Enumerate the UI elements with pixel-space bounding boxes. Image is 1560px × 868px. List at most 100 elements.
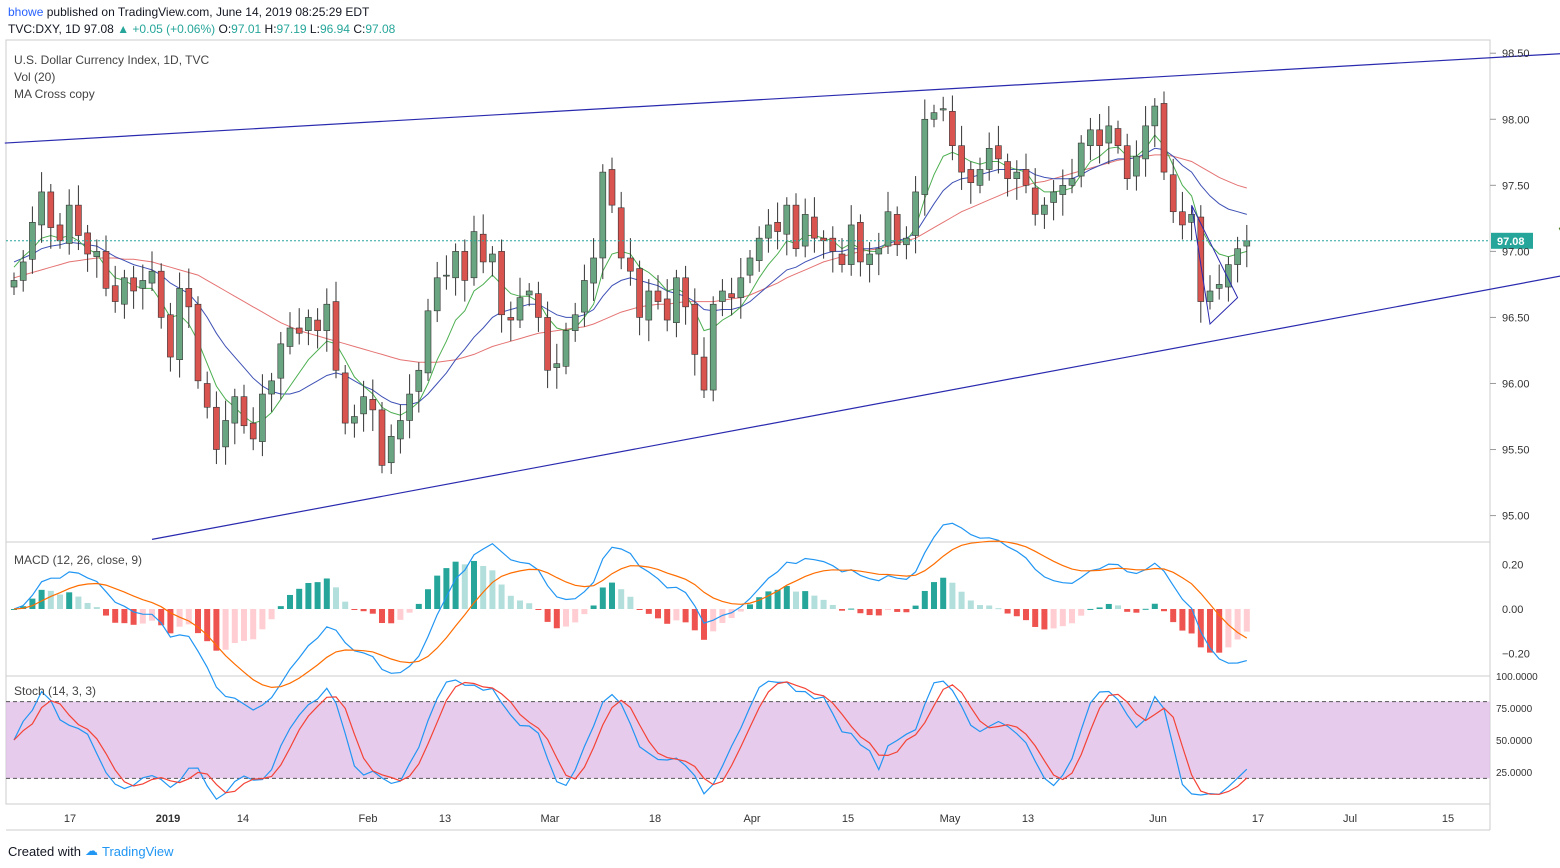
footer-brand[interactable]: TradingView — [101, 843, 174, 859]
price-tick-label: 97.50 — [1502, 180, 1530, 192]
macd-histogram-bar — [388, 609, 395, 624]
macd-histogram-bar — [811, 595, 818, 609]
candle-body — [571, 314, 579, 331]
macd-histogram-bar — [452, 561, 459, 609]
macd-histogram-bar — [1161, 609, 1167, 612]
stoch-d-line — [13, 681, 1248, 795]
macd-histogram-bar — [1170, 609, 1177, 623]
price-tick-label: 98.50 — [1502, 48, 1530, 60]
macd-histogram-bar — [84, 602, 91, 609]
candle-body — [1087, 129, 1094, 146]
candle-body — [599, 171, 607, 259]
time-tick-label: 13 — [1022, 813, 1034, 825]
price-tick-label: 96.00 — [1502, 378, 1530, 390]
candle-body — [111, 285, 119, 302]
candle-body — [967, 169, 975, 183]
candle-body — [719, 290, 726, 302]
macd-histogram-bar — [829, 604, 836, 609]
macd-histogram-bar — [802, 591, 809, 609]
macd-histogram-bar — [655, 609, 661, 619]
candle-body — [792, 204, 800, 250]
time-tick-label: Jun — [1149, 813, 1167, 825]
macd-histogram-bar — [756, 597, 763, 609]
publish-text: published on TradingView.com, June 14, 2… — [46, 5, 370, 19]
macd-histogram-bar — [93, 607, 100, 609]
macd-histogram-bar — [563, 609, 569, 627]
candle-body — [1197, 216, 1205, 302]
stoch-band — [6, 701, 1490, 779]
candle-body — [176, 288, 183, 360]
candle-body — [516, 297, 524, 321]
candle-body — [452, 251, 459, 279]
main-pane[interactable] — [5, 39, 1491, 543]
macd-histogram-bar — [618, 589, 625, 609]
candle-body — [700, 356, 708, 391]
price-tick-label: 95.00 — [1502, 511, 1530, 523]
candle-body — [249, 422, 257, 440]
candle-body — [167, 314, 174, 358]
macd-histogram-bar — [1124, 609, 1131, 612]
candle-body — [1050, 191, 1057, 203]
macd-histogram-bar — [47, 590, 54, 609]
low-value: 96.94 — [319, 22, 350, 36]
macd-histogram-bar — [1142, 608, 1149, 610]
footer: Created with ☁ TradingView — [8, 843, 174, 859]
candle-body — [930, 112, 938, 120]
candle-body — [866, 253, 873, 265]
macd-histogram-bar — [379, 609, 385, 624]
macd-tick-label: 0.20 — [1502, 559, 1523, 571]
macd-histogram-bar — [636, 609, 643, 610]
macd-histogram-bar — [894, 609, 901, 612]
macd-histogram-bar — [342, 601, 349, 609]
macd-histogram-bar — [1179, 609, 1186, 631]
candle-body — [1188, 214, 1195, 223]
candle-body — [213, 406, 220, 450]
macd-histogram-bar — [241, 609, 247, 641]
author-link[interactable]: bhowe — [8, 5, 44, 19]
candle-body — [755, 237, 763, 261]
candle-body — [1096, 129, 1103, 146]
candle-body — [203, 383, 211, 408]
candle-body — [746, 257, 754, 276]
candle-body — [709, 303, 717, 391]
macd-histogram-bar — [728, 609, 735, 619]
main-legend: U.S. Dollar Currency Index, 1D, TVC Vol … — [14, 52, 209, 103]
candle-body — [1022, 169, 1030, 186]
macd-histogram-bar — [158, 609, 165, 626]
candle-body — [84, 232, 91, 255]
candle-body — [148, 270, 156, 284]
time-tick-label: Jul — [1343, 813, 1357, 825]
candle-body — [1059, 185, 1067, 195]
candle-body — [378, 409, 386, 466]
candle-body — [323, 303, 331, 331]
candle-body — [65, 204, 73, 244]
macd-histogram-bar — [866, 609, 873, 616]
candle-body — [663, 298, 671, 321]
macd-histogram-bar — [664, 609, 671, 624]
price-change: +0.05 (+0.06%) — [132, 22, 216, 36]
candle-body — [406, 393, 413, 421]
macd-histogram-bar — [627, 596, 634, 609]
candle-body — [553, 363, 561, 368]
macd-histogram-bar — [553, 609, 560, 629]
macd-histogram-bar — [351, 609, 358, 610]
macd-histogram-bar — [1004, 609, 1011, 614]
candle-body — [939, 108, 947, 111]
macd-histogram-bar — [839, 609, 845, 611]
macd-histogram-bar — [820, 599, 827, 609]
open-label: O: — [218, 22, 232, 36]
candle-body — [811, 216, 818, 239]
macd-histogram-bar — [609, 582, 615, 609]
candle-body — [139, 280, 147, 289]
macd-histogram-bar — [921, 590, 928, 609]
candle-body — [783, 204, 791, 235]
candle-body — [654, 290, 662, 302]
macd-histogram-bar — [259, 609, 266, 630]
macd-histogram-bar — [1207, 609, 1213, 653]
close-value: 97.08 — [365, 22, 396, 36]
candle-body — [222, 420, 229, 448]
candle-body — [1234, 248, 1241, 265]
macd-histogram-bar — [250, 609, 257, 640]
stoch-tick-label: 50.0000 — [1496, 736, 1533, 747]
